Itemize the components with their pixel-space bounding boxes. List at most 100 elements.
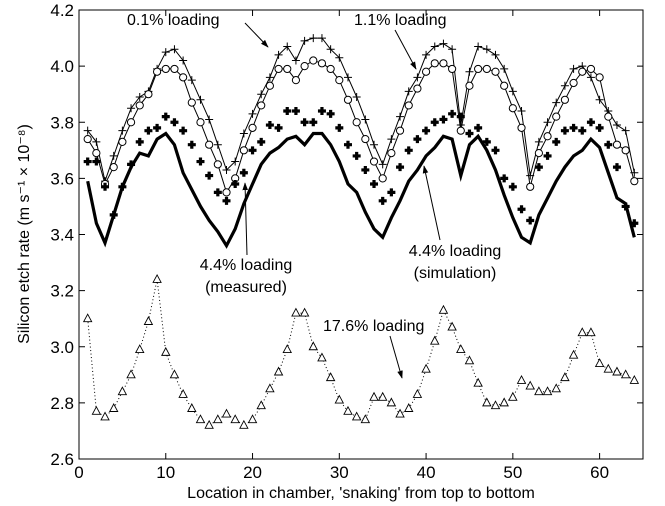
triangle-marker xyxy=(317,352,327,362)
plus-marker xyxy=(205,115,214,124)
plus-marker xyxy=(231,157,240,166)
circle-marker xyxy=(326,64,335,74)
y-tick-label: 3.6 xyxy=(50,169,74,188)
triangle-marker xyxy=(629,374,640,384)
asterisk-marker xyxy=(508,182,517,191)
asterisk-marker xyxy=(352,151,361,160)
triangle-marker xyxy=(273,366,284,376)
triangle-marker xyxy=(577,327,588,337)
plot-area xyxy=(78,9,644,460)
circle-marker xyxy=(500,81,509,90)
triangle-marker xyxy=(169,369,180,379)
triangle-marker xyxy=(447,321,457,331)
triangle-marker xyxy=(230,414,240,424)
circle-marker xyxy=(517,123,526,132)
circle-marker xyxy=(265,81,274,90)
annotation-4-4-simulation-line1: 4.4% loading xyxy=(409,243,502,260)
asterisk-marker xyxy=(456,112,465,121)
circle-marker xyxy=(135,101,144,110)
plus-marker xyxy=(274,50,283,59)
triangle-marker xyxy=(482,397,492,407)
plus-marker xyxy=(309,34,318,43)
asterisk-marker xyxy=(196,157,205,166)
triangle-marker xyxy=(100,411,110,421)
triangle-marker xyxy=(134,344,145,354)
circle-marker xyxy=(430,59,439,68)
series-line xyxy=(87,279,635,426)
asterisk-marker xyxy=(534,163,543,172)
plus-marker xyxy=(118,126,127,135)
circle-marker xyxy=(612,140,622,149)
plus-marker xyxy=(83,126,92,135)
plus-marker xyxy=(586,73,595,82)
triangle-marker xyxy=(508,391,518,401)
triangle-marker xyxy=(438,304,449,314)
series-line xyxy=(87,59,635,194)
plus-marker xyxy=(543,118,552,127)
triangle-marker xyxy=(395,408,405,418)
plus-marker xyxy=(135,92,144,101)
plus-marker xyxy=(196,95,205,104)
circle-marker xyxy=(552,112,561,121)
y-tick-label: 3.4 xyxy=(50,226,74,245)
circle-marker xyxy=(126,118,136,127)
circle-marker xyxy=(456,126,465,135)
plus-marker xyxy=(448,45,457,54)
y-tick-label: 2.6 xyxy=(50,450,74,469)
circle-marker xyxy=(196,118,205,127)
circle-marker xyxy=(421,67,431,76)
plus-marker xyxy=(170,45,179,54)
triangle-marker xyxy=(525,380,535,390)
arrow-1-1-loading xyxy=(394,29,417,70)
plus-marker xyxy=(265,73,274,82)
circle-marker xyxy=(526,182,535,191)
y-tick-label: 3.2 xyxy=(50,282,74,301)
plus-marker xyxy=(404,87,413,96)
circle-marker xyxy=(439,59,448,68)
plus-marker xyxy=(92,137,101,146)
y-tick-label: 3.0 xyxy=(50,338,74,357)
asterisk-marker xyxy=(526,216,535,225)
plus-marker xyxy=(361,115,370,124)
plus-marker xyxy=(187,76,196,85)
triangle-marker xyxy=(612,366,622,376)
plus-marker xyxy=(317,34,326,43)
annotation-0-1-loading: 0.1% loading xyxy=(127,12,220,29)
y-tick-label: 2.8 xyxy=(50,394,74,413)
asterisk-marker xyxy=(135,137,144,146)
circle-marker xyxy=(170,64,179,74)
triangle-marker xyxy=(403,403,414,412)
circle-marker xyxy=(205,140,214,149)
triangle-marker xyxy=(560,372,570,382)
asterisk-marker xyxy=(231,179,240,188)
triangle-marker xyxy=(282,344,292,354)
asterisk-marker xyxy=(552,137,561,146)
plus-marker xyxy=(335,53,344,62)
triangle-marker xyxy=(82,313,93,323)
series-line xyxy=(86,131,636,249)
circle-marker xyxy=(482,64,491,74)
plus-marker xyxy=(569,64,578,73)
circle-marker xyxy=(474,64,483,74)
plus-marker xyxy=(621,126,630,135)
asterisk-marker xyxy=(179,126,188,135)
asterisk-marker xyxy=(578,126,587,135)
triangle-marker xyxy=(464,355,475,365)
asterisk-marker xyxy=(422,126,431,135)
triangle-marker xyxy=(308,341,319,351)
asterisk-marker xyxy=(92,157,101,166)
annotation-17-6-loading: 17.6% loading xyxy=(323,318,424,335)
annotation-4-4-measured-line2: (measured) xyxy=(205,279,287,296)
triangle-marker xyxy=(586,327,596,337)
circle-marker xyxy=(621,146,630,155)
triangle-marker xyxy=(551,383,561,393)
asterisk-marker xyxy=(343,140,352,149)
asterisk-marker xyxy=(482,137,491,146)
circle-marker xyxy=(309,56,318,65)
x-tick-label: 30 xyxy=(330,463,349,482)
triangle-marker xyxy=(178,388,188,398)
plus-marker xyxy=(413,73,422,82)
triangle-marker xyxy=(377,391,388,401)
triangle-marker xyxy=(325,372,336,382)
